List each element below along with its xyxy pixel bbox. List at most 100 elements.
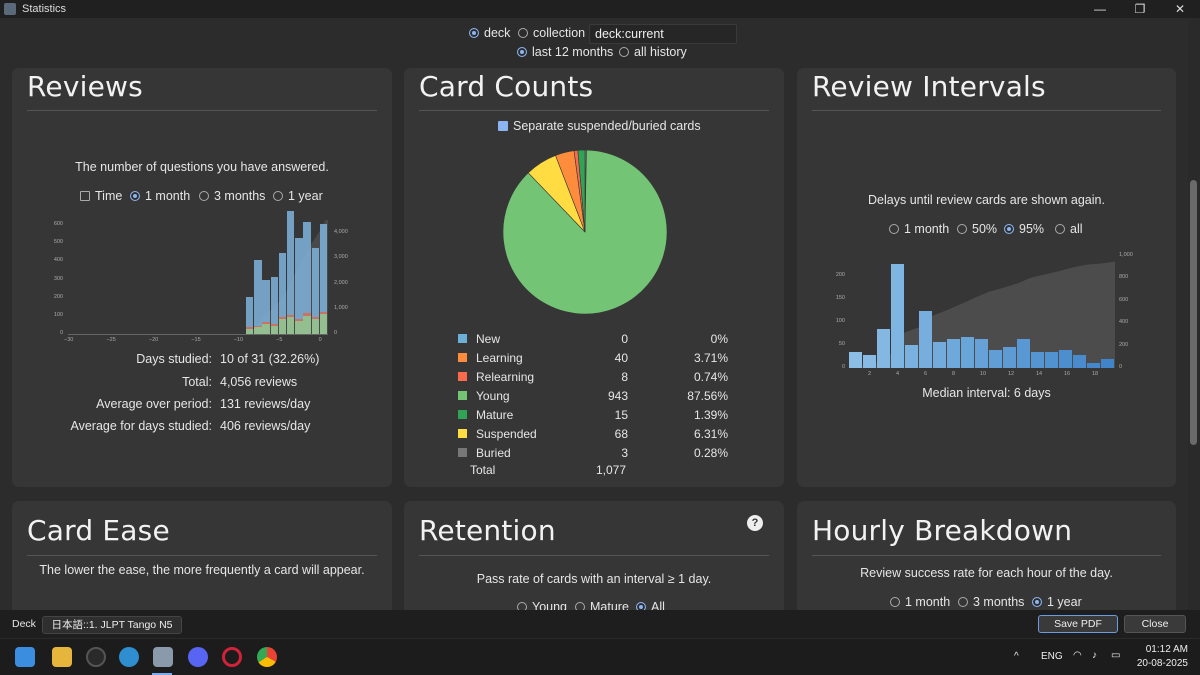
reviews-bar[interactable] <box>303 313 311 316</box>
hourly-opt-3months[interactable]: 3 months <box>958 595 1024 609</box>
radio-on-icon <box>130 191 140 201</box>
intervals-bar[interactable] <box>891 263 904 368</box>
reviews-x-tick: 0 <box>318 337 322 343</box>
hourly-opt-1month[interactable]: 1 month <box>890 595 950 609</box>
clock-date[interactable]: 20-08-2025 <box>1136 658 1188 669</box>
reviews-bar[interactable] <box>254 327 262 334</box>
maximize-button[interactable]: ❐ <box>1134 2 1146 16</box>
intervals-bar[interactable] <box>1003 347 1016 368</box>
reviews-bar[interactable] <box>311 248 319 317</box>
reviews-bar[interactable] <box>319 311 328 314</box>
close-button[interactable]: Close <box>1124 615 1186 633</box>
reviews-bar[interactable] <box>262 321 270 324</box>
app-icon-dark[interactable] <box>86 647 106 667</box>
language-indicator[interactable]: ENG <box>1041 651 1063 662</box>
reviews-bar[interactable] <box>295 320 303 334</box>
file-explorer-icon[interactable] <box>52 647 72 667</box>
windows-start-icon[interactable] <box>15 647 35 667</box>
intervals-bar[interactable] <box>1031 352 1044 368</box>
reviews-bar[interactable] <box>278 316 287 319</box>
intervals-bar[interactable] <box>905 344 918 368</box>
intervals-bar[interactable] <box>877 328 890 368</box>
reviews-bar[interactable] <box>262 323 270 334</box>
close-window-button[interactable]: ✕ <box>1174 2 1186 16</box>
opt-1month[interactable]: 1 month <box>130 189 190 203</box>
reviews-bar[interactable] <box>295 318 303 321</box>
reviews-bar[interactable] <box>311 316 319 319</box>
reviews-bar[interactable] <box>287 314 295 318</box>
discord-icon[interactable] <box>188 647 208 667</box>
intervals-bar[interactable] <box>849 352 862 368</box>
vertical-scrollbar[interactable] <box>1188 18 1200 610</box>
radio-deck[interactable]: deck <box>469 26 510 40</box>
intervals-bar[interactable] <box>961 336 974 368</box>
intervals-opt-95[interactable]: 95% <box>1004 222 1044 236</box>
battery-icon[interactable]: ▭ <box>1111 650 1121 661</box>
intervals-bar[interactable] <box>1087 362 1100 368</box>
reviews-bar[interactable] <box>246 297 254 328</box>
reviews-bar[interactable] <box>254 260 262 326</box>
reviews-bar[interactable] <box>254 325 262 328</box>
reviews-bar[interactable] <box>319 224 328 312</box>
intervals-bar[interactable] <box>933 341 946 368</box>
reviews-bar[interactable] <box>246 328 254 334</box>
save-pdf-button[interactable]: Save PDF <box>1038 615 1118 633</box>
intervals-bar[interactable] <box>919 310 932 368</box>
reviews-bar[interactable] <box>303 315 311 334</box>
retention-opt-young[interactable]: Young <box>517 600 567 610</box>
reviews-yleft-tick: 400 <box>53 257 63 264</box>
intervals-bar[interactable] <box>1045 352 1058 368</box>
wifi-icon[interactable]: ◠ <box>1073 650 1082 661</box>
reviews-bar[interactable] <box>311 318 319 334</box>
intervals-bar[interactable] <box>975 339 988 368</box>
intervals-bar[interactable] <box>1017 339 1030 368</box>
clock-time[interactable]: 01:12 AM <box>1145 644 1188 655</box>
pie-slice-mature[interactable] <box>577 149 586 233</box>
retention-opt-mature[interactable]: Mature <box>575 600 629 610</box>
scrollbar-thumb[interactable] <box>1190 180 1197 445</box>
volume-icon[interactable]: ♪ <box>1092 650 1097 661</box>
intervals-bar[interactable] <box>863 354 876 368</box>
review-intervals-card: Review Intervals Delays until review car… <box>797 68 1176 487</box>
reviews-bar[interactable] <box>262 280 270 322</box>
chevron-up-icon[interactable]: ^ <box>1014 651 1019 662</box>
reviews-bar[interactable] <box>319 313 328 334</box>
intervals-bar[interactable] <box>1073 354 1086 368</box>
intervals-cumulative-polygon <box>849 261 1115 368</box>
opt-3months[interactable]: 3 months <box>199 189 265 203</box>
reviews-bar[interactable] <box>278 253 287 317</box>
reviews-bar[interactable] <box>270 325 278 334</box>
reviews-bar[interactable] <box>295 238 303 319</box>
reviews-bar[interactable] <box>287 210 295 315</box>
radio-allhistory[interactable]: all history <box>619 45 687 59</box>
opera-icon[interactable] <box>222 647 242 667</box>
intervals-bar[interactable] <box>947 339 960 368</box>
intervals-bar[interactable] <box>989 349 1002 368</box>
help-icon[interactable]: ? <box>747 515 763 531</box>
reviews-bar[interactable] <box>270 277 278 325</box>
hourly-opt-1year[interactable]: 1 year <box>1032 595 1082 609</box>
search-input[interactable]: deck:current <box>589 24 737 44</box>
reviews-bar[interactable] <box>270 324 278 326</box>
retention-opt-all[interactable]: All <box>636 600 665 610</box>
radio-collection[interactable]: collection <box>518 26 585 40</box>
intervals-opt-all[interactable]: all <box>1055 222 1083 236</box>
browser-globe-icon[interactable] <box>119 647 139 667</box>
deck-selector-button[interactable]: 日本語::1. JLPT Tango N5 <box>42 616 182 634</box>
reviews-bar[interactable] <box>303 222 311 314</box>
anki-icon[interactable] <box>153 647 173 667</box>
reviews-bar[interactable] <box>287 317 295 334</box>
intervals-opt-1month[interactable]: 1 month <box>889 222 949 236</box>
checkbox-icon <box>80 191 90 201</box>
opt-1year[interactable]: 1 year <box>273 189 323 203</box>
radio-last12[interactable]: last 12 months <box>517 45 613 59</box>
opt-time[interactable]: Time <box>80 189 122 203</box>
reviews-bar[interactable] <box>278 318 287 334</box>
intervals-opt-50[interactable]: 50% <box>957 222 997 236</box>
minimize-button[interactable]: — <box>1094 2 1106 16</box>
separate-suspended-checkbox[interactable]: Separate suspended/buried cards <box>498 119 701 133</box>
intervals-bar[interactable] <box>1101 358 1114 368</box>
reviews-bar[interactable] <box>246 327 254 329</box>
intervals-bar[interactable] <box>1059 349 1072 368</box>
chrome-icon[interactable] <box>257 647 277 667</box>
